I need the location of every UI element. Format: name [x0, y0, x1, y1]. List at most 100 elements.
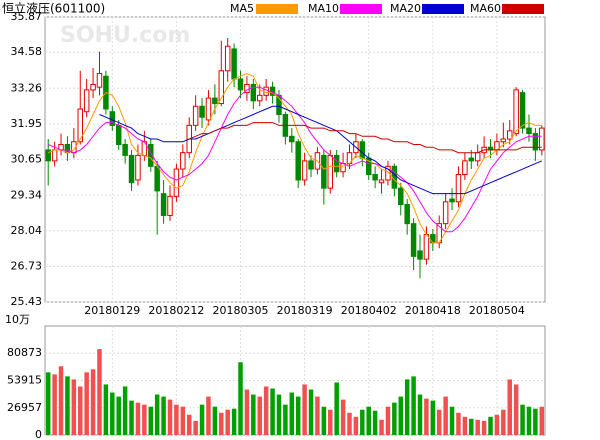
volume-bar: [206, 396, 211, 435]
volume-bar: [481, 420, 487, 435]
candle-body: [359, 141, 366, 159]
volume-bar: [340, 399, 346, 435]
candle-body: [257, 94, 263, 102]
candle-body: [205, 97, 212, 121]
candle-body: [289, 135, 295, 143]
ma-line: [99, 105, 542, 195]
candle-body: [417, 250, 423, 260]
volume-bar: [283, 404, 288, 435]
volume-bar: [398, 396, 404, 435]
candle-body: [423, 234, 430, 260]
volume-bar: [520, 404, 525, 435]
candle-body: [449, 198, 455, 203]
watermark: SOHU.com: [60, 23, 190, 48]
volume-bar: [315, 396, 320, 435]
candle-body: [462, 160, 468, 176]
candle-body: [327, 154, 333, 189]
volume-bar: [424, 398, 429, 435]
y-tick-label: 34.58: [11, 45, 43, 58]
candle-body: [90, 83, 96, 91]
volume-bar: [295, 396, 301, 435]
volume-bar: [251, 394, 256, 435]
ma-line: [47, 72, 542, 244]
volume-bar: [328, 409, 333, 435]
volume-tick-label: 80873: [7, 346, 42, 359]
candle-body: [308, 160, 314, 170]
volume-bar: [263, 386, 269, 435]
candle-body: [372, 174, 378, 181]
ma-line: [189, 122, 542, 154]
candle-body: [180, 152, 186, 170]
candle-body: [135, 154, 141, 181]
candle-body: [442, 201, 449, 225]
volume-bar: [404, 379, 410, 435]
volume-bar: [58, 366, 64, 435]
volume-bar: [270, 388, 275, 435]
candle-body: [115, 124, 122, 145]
candle-body: [167, 195, 173, 216]
candle-body: [500, 138, 507, 143]
volume-bar: [212, 406, 218, 435]
candle-body: [160, 193, 167, 216]
legend-label: MA60: [470, 2, 501, 15]
x-tick-label: 20180418: [405, 304, 461, 317]
volume-bar: [411, 376, 416, 435]
volume-tick-label: 0: [35, 428, 42, 440]
volume-bar: [513, 384, 519, 435]
candle-body: [263, 86, 269, 96]
volume-bar: [334, 382, 339, 435]
volume-bar: [321, 406, 327, 435]
volume-bar: [308, 389, 314, 435]
candle-body: [532, 133, 539, 151]
candle-body: [218, 70, 225, 105]
legend-swatch: [340, 4, 382, 14]
y-tick-label: 28.04: [11, 224, 43, 237]
candle-body: [301, 160, 308, 181]
legend-swatch: [256, 4, 298, 14]
y-tick-label: 30.65: [11, 153, 43, 166]
candle-body: [83, 89, 90, 113]
x-tick-label: 20180212: [148, 304, 204, 317]
volume-bar: [360, 409, 365, 435]
candle-body: [77, 108, 83, 143]
volume-bar: [353, 416, 359, 435]
volume-bar: [539, 406, 545, 435]
volume-bar: [148, 406, 154, 435]
candle-body: [519, 92, 526, 129]
volume-bar: [110, 392, 115, 435]
candle-body: [64, 143, 71, 154]
legend-label: MA10: [308, 2, 339, 15]
volume-bar: [257, 396, 262, 435]
volume-bar: [71, 379, 77, 435]
volume-bar: [276, 394, 282, 435]
volume-bar: [161, 396, 166, 435]
candle-body: [128, 154, 135, 184]
volume-bar: [379, 419, 384, 435]
volume-bar: [372, 410, 378, 435]
volume-bar: [103, 384, 109, 435]
legend-label: MA20: [390, 2, 421, 15]
candle-body: [154, 165, 160, 192]
volume-bar: [142, 404, 147, 435]
x-tick-label: 20180402: [341, 304, 397, 317]
volume-bar: [533, 408, 538, 435]
x-tick-label: 20180129: [84, 304, 140, 317]
candle-body: [333, 154, 340, 173]
ma-line: [48, 86, 542, 233]
x-tick-label: 20180305: [213, 304, 269, 317]
legend-swatch: [422, 4, 464, 14]
volume-bar: [302, 384, 307, 435]
candle-body: [199, 105, 205, 118]
volume-bar: [174, 404, 179, 435]
legend-label: MA5: [230, 2, 254, 15]
y-tick-label: 29.34: [11, 188, 43, 201]
chart-title: 恒立液压(601100): [2, 1, 105, 16]
y-tick-label: 33.26: [11, 81, 43, 94]
candle-body: [539, 127, 545, 151]
volume-bar: [122, 386, 128, 435]
volume-bar: [469, 418, 474, 435]
volume-bar: [462, 416, 468, 435]
volume-bar: [289, 392, 295, 435]
candle-body: [237, 78, 244, 91]
volume-bar: [65, 376, 70, 435]
